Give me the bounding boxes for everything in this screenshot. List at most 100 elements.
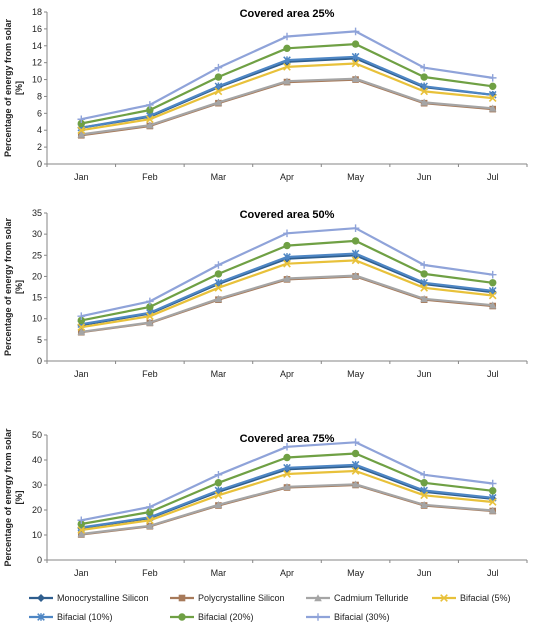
y-axis-label: Percentage of energy from solar[%]	[3, 428, 24, 567]
data-point-shape	[283, 77, 291, 85]
x-tick-label: Feb	[142, 369, 158, 379]
y-tick-label: 25	[32, 250, 42, 260]
data-point-shape	[283, 259, 291, 268]
data-point	[214, 491, 223, 500]
data-point-shape	[351, 480, 360, 488]
legend-marker	[178, 594, 186, 602]
y-tick-label: 10	[32, 530, 42, 540]
series-line	[81, 259, 493, 329]
data-point-shape	[420, 98, 428, 106]
data-point	[283, 32, 291, 41]
data-point	[145, 312, 154, 321]
y-tick-label: 12	[32, 58, 42, 68]
data-point	[489, 82, 497, 91]
data-point	[351, 467, 360, 475]
data-point	[420, 470, 428, 479]
x-tick-label: Jan	[74, 172, 89, 182]
y-tick-label: 40	[32, 455, 42, 465]
data-point-shape	[146, 508, 154, 516]
data-point-shape	[214, 295, 223, 303]
legend-item: Bifacial (10%)	[29, 612, 113, 622]
data-point-shape	[145, 312, 154, 321]
data-point	[283, 453, 291, 462]
data-point-shape	[420, 63, 428, 72]
data-point	[283, 470, 291, 478]
data-point-shape	[214, 63, 223, 72]
x-tick-label: May	[347, 369, 365, 379]
data-point-shape	[351, 59, 360, 68]
legend-marker-shape	[314, 613, 322, 621]
data-point	[77, 115, 86, 124]
chart-panel-2: 0 5 10 15 20 25 30 35 Jan Feb Mar Apr May Jun Jul Cover…	[3, 208, 528, 379]
x-tick-label: Apr	[280, 369, 294, 379]
data-point-shape	[488, 270, 497, 279]
data-point	[77, 328, 86, 336]
data-point	[77, 316, 85, 325]
data-point	[77, 323, 86, 332]
legend-item: Polycrystalline Silicon	[170, 593, 285, 603]
data-point	[420, 500, 428, 509]
legend-marker	[37, 613, 45, 621]
data-point	[283, 229, 291, 238]
data-point-shape	[214, 73, 223, 81]
chart-title: Covered area 25%	[240, 8, 335, 20]
data-point	[420, 73, 428, 81]
data-point	[420, 295, 428, 303]
data-point	[488, 301, 497, 309]
data-point-shape	[351, 27, 360, 36]
data-point	[283, 274, 291, 282]
data-point	[489, 487, 497, 495]
y-tick-label: 10	[32, 314, 42, 324]
x-tick-label: Jul	[487, 172, 499, 182]
data-point-shape	[77, 316, 85, 325]
data-point-shape	[146, 106, 154, 114]
data-point-shape	[283, 274, 291, 282]
data-point	[420, 63, 428, 72]
data-point	[77, 119, 85, 128]
data-point-shape	[214, 500, 223, 509]
data-point-shape	[146, 521, 154, 530]
legend-marker	[314, 594, 322, 602]
data-point	[77, 530, 86, 538]
data-point-shape	[214, 491, 223, 500]
x-tick-label: Jun	[417, 369, 432, 379]
x-tick-label: Apr	[280, 568, 294, 578]
legend-marker	[37, 594, 45, 602]
y-tick-label: 4	[37, 125, 42, 135]
data-point-shape	[145, 115, 154, 124]
data-point	[146, 101, 154, 109]
data-point-shape	[351, 52, 360, 61]
data-point	[283, 259, 291, 268]
data-point-shape	[77, 312, 86, 320]
chart-panel-3: 0 10 20 30 40 50 Jan Feb Mar Apr May Jun Jul Covered …	[3, 428, 528, 578]
data-point-shape	[351, 467, 360, 475]
x-tick-label: Jun	[417, 172, 432, 182]
y-axis-label: Percentage of energy from solar[%]	[3, 18, 24, 157]
data-point	[283, 442, 291, 451]
data-point	[146, 121, 154, 129]
data-point-shape	[351, 237, 360, 245]
data-point	[214, 73, 223, 81]
y-tick-label: 35	[32, 208, 42, 218]
y-axis-label-line: Percentage of energy from solar	[3, 18, 13, 157]
legend-label: Polycrystalline Silicon	[198, 593, 285, 603]
data-point-shape	[146, 101, 154, 109]
data-point	[283, 56, 291, 64]
data-point	[488, 291, 497, 300]
legend-label: Bifacial (10%)	[57, 612, 113, 622]
series-line	[81, 30, 493, 121]
data-point	[420, 261, 428, 269]
data-point	[214, 270, 223, 278]
data-point	[146, 106, 154, 114]
data-point	[146, 303, 154, 311]
data-point	[283, 44, 291, 53]
data-point-shape	[146, 503, 154, 511]
data-point	[283, 241, 291, 250]
legend-item: Bifacial (5%)	[432, 593, 511, 603]
data-point-shape	[214, 283, 223, 292]
data-point-shape	[145, 516, 154, 525]
data-point-shape	[77, 115, 86, 124]
data-point	[283, 253, 291, 261]
data-point	[351, 40, 360, 48]
data-point-shape	[351, 460, 360, 469]
